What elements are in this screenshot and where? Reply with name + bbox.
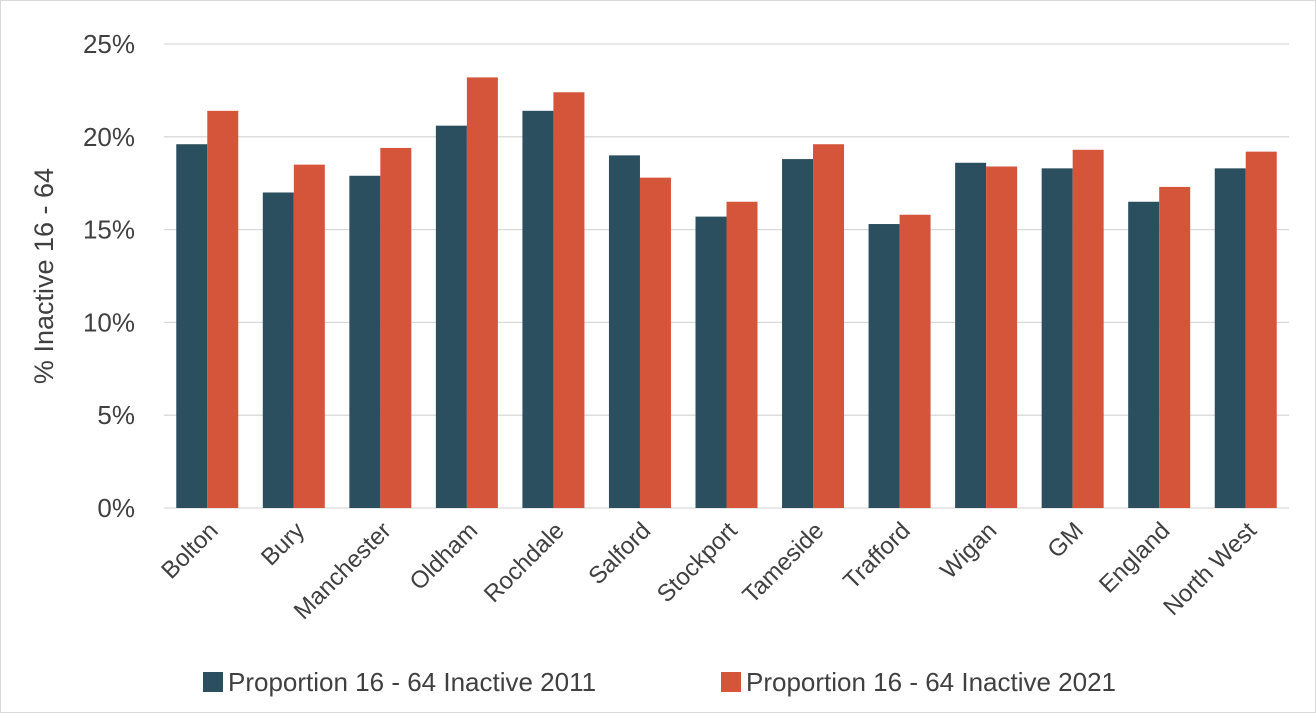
bar-2021-england (1159, 186, 1191, 509)
y-tick-label: 0% (97, 493, 135, 523)
bar-2011-oldham (435, 125, 467, 508)
bar-2011-north-west (1214, 168, 1246, 509)
x-category-label: Tameside (738, 517, 830, 609)
legend-label: Proportion 16 - 64 Inactive 2021 (746, 667, 1116, 697)
y-tick-label: 20% (83, 122, 135, 152)
bar-2011-bury (262, 192, 294, 509)
bar-2021-bolton (207, 110, 239, 508)
bar-2011-england (1128, 201, 1160, 508)
bar-2011-stockport (695, 216, 727, 508)
y-axis-title: % Inactive 16 - 64 (29, 168, 59, 384)
legend-label: Proportion 16 - 64 Inactive 2011 (228, 667, 596, 697)
bar-2011-trafford (868, 224, 900, 509)
x-category-label: Oldham (405, 517, 484, 596)
x-category-label: Wigan (935, 517, 1002, 584)
bar-2021-rochdale (553, 92, 585, 509)
x-category-label: GM (1042, 517, 1088, 563)
x-category-label: Rochdale (479, 517, 570, 608)
bar-2011-bolton (176, 144, 208, 508)
bar-2011-gm (1041, 168, 1073, 509)
bar-2011-tameside (782, 159, 814, 508)
bar-2021-manchester (380, 147, 412, 508)
bar-2011-salford (608, 155, 640, 509)
bar-2011-manchester (349, 175, 381, 508)
bar-2021-trafford (899, 214, 931, 508)
bar-2021-bury (293, 164, 325, 508)
bar-2021-tameside (813, 144, 845, 508)
legend-swatch (721, 672, 741, 692)
y-tick-label: 5% (97, 400, 135, 430)
bar-2021-gm (1072, 149, 1104, 509)
x-category-label: Salford (583, 517, 656, 590)
x-category-label: North West (1158, 517, 1262, 621)
x-category-label: Trafford (838, 517, 916, 595)
bar-2021-stockport (726, 201, 758, 508)
x-category-label: Stockport (652, 517, 743, 608)
bar-2021-oldham (466, 77, 498, 509)
legend-swatch (203, 672, 223, 692)
bar-2021-wigan (986, 166, 1018, 508)
x-category-label: Bury (256, 517, 310, 571)
y-tick-label: 15% (83, 215, 135, 245)
x-category-label: Bolton (156, 517, 223, 584)
x-category-label: England (1094, 517, 1175, 598)
bar-2021-north-west (1245, 151, 1277, 508)
bar-2011-rochdale (522, 110, 554, 508)
y-tick-label: 25% (83, 29, 135, 59)
y-tick-label: 10% (83, 307, 135, 337)
bar-2011-wigan (955, 162, 987, 508)
bar-2021-salford (639, 177, 671, 508)
legend: Proportion 16 - 64 Inactive 2011 Proporti… (203, 667, 1116, 697)
bars (176, 77, 1277, 509)
y-axis-ticks: 0% 5% 10% 15% 20% 25% (83, 29, 135, 523)
